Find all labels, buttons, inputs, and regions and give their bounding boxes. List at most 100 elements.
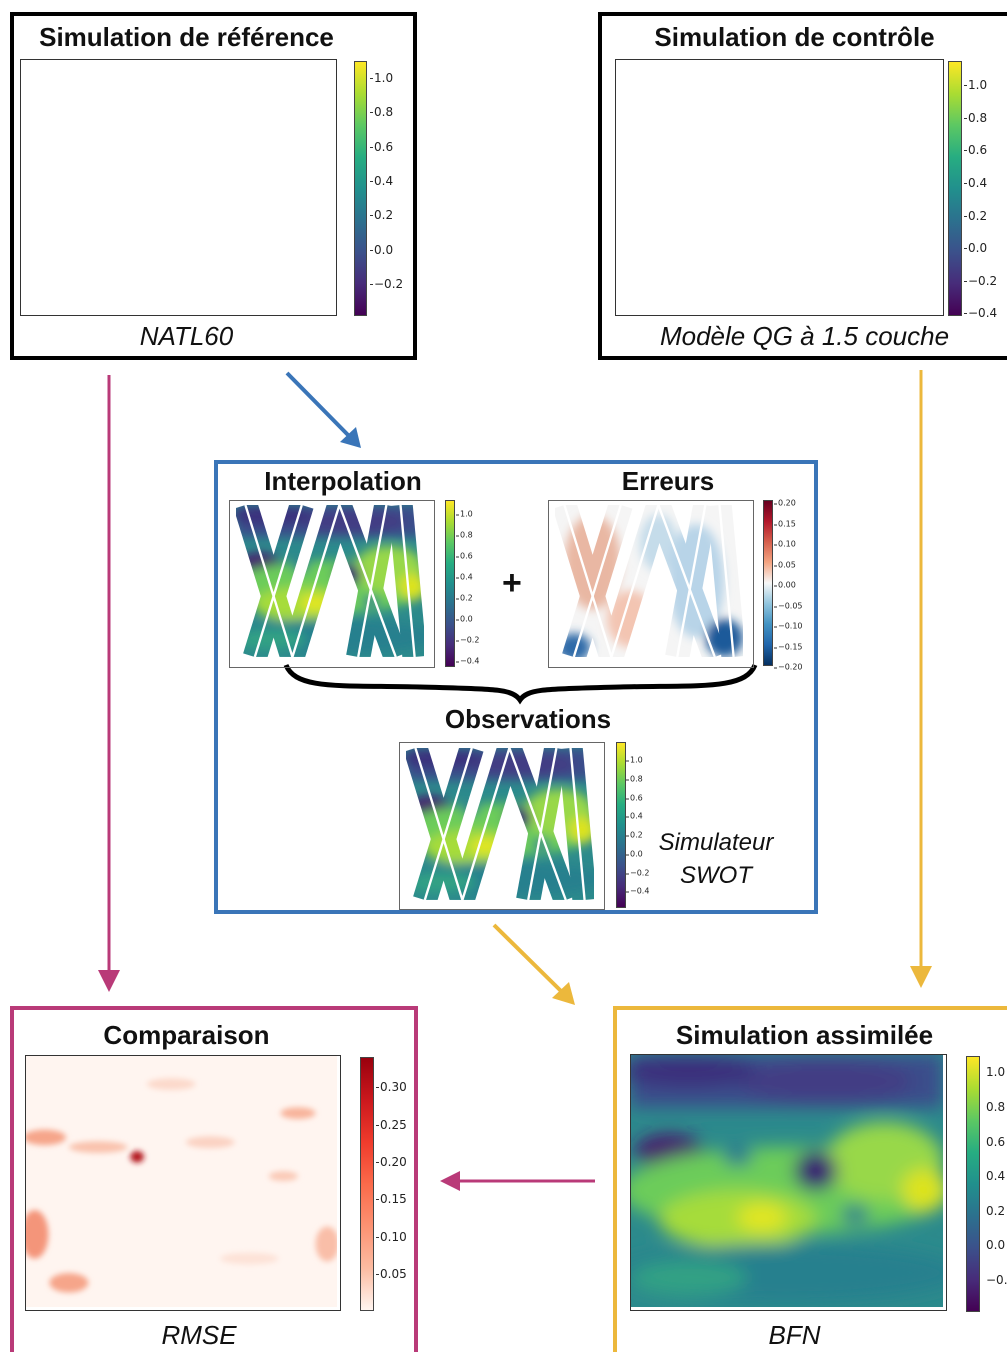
tick: 0.20 [376, 1155, 407, 1169]
plus-sign: + [502, 564, 522, 602]
control-colorbar-ticks: 1.0 0.8 0.6 0.4 0.2 0.0 −0.2 −0.4 [963, 61, 1007, 321]
interpolation-colorbar-ticks: 1.0 0.8 0.6 0.4 0.2 0.0 −0.2 −0.4 [455, 500, 490, 667]
tick: 0.0 [986, 1238, 1006, 1252]
tick: 1.0 [456, 509, 473, 519]
comparison-panel: Comparaison 0.30 0.25 0.20 0.15 0.10 0.0… [10, 1006, 418, 1352]
tick: 1.0 [369, 71, 394, 85]
reference-simulation-panel: Simulation de référence 1.0 0.8 0.6 0.4 … [10, 12, 417, 360]
comparison-subtitle: RMSE [161, 1320, 237, 1350]
tick: 0.6 [626, 793, 643, 803]
tick: −0.2 [963, 274, 998, 288]
control-simulation-panel: Simulation de contrôle 1.0 0.8 0.6 0.4 0… [598, 12, 1007, 360]
tick: 0.4 [963, 176, 988, 190]
comparison-colorbar [360, 1057, 374, 1311]
control-subtitle: Modèle QG à 1.5 couche [659, 321, 950, 351]
assimilated-title: Simulation assimilée [675, 1020, 934, 1050]
tick: 0.2 [456, 593, 473, 603]
tick: 0.8 [986, 1100, 1006, 1114]
tick: 0.0 [626, 849, 643, 859]
tick: 0.4 [456, 572, 473, 582]
assimilated-map-frame [630, 1054, 947, 1311]
tick: 0.8 [456, 530, 473, 540]
simulator-label-line2: SWOT [680, 862, 752, 889]
tick: 0.0 [963, 241, 988, 255]
observations-title: Observations [444, 704, 612, 734]
tick: 0.10 [774, 539, 796, 549]
assimilated-colorbar [966, 1056, 980, 1312]
tick: 0.4 [986, 1169, 1006, 1183]
tick: −0.4 [455, 656, 480, 666]
errors-colorbar [763, 500, 773, 666]
control-title: Simulation de contrôle [654, 22, 935, 52]
tick: 1.0 [986, 1065, 1006, 1079]
reference-map-frame [20, 59, 337, 316]
assimilated-simulation-panel: Simulation assimilée 1.0 0.8 0.6 0.4 0.2… [613, 1006, 1007, 1352]
observations-brace [283, 663, 758, 705]
tick: 0.8 [369, 105, 394, 119]
observations-colorbar-ticks: 1.0 0.8 0.6 0.4 0.2 0.0 −0.2 −0.4 [625, 742, 660, 908]
control-map-frame [615, 59, 944, 316]
tick: 0.4 [369, 174, 394, 188]
errors-title: Erreurs [621, 466, 715, 496]
observations-map-frame [399, 742, 605, 910]
tick: 0.6 [986, 1135, 1006, 1149]
errors-map-frame [548, 500, 754, 668]
tick: 0.6 [456, 551, 473, 561]
assimilated-colorbar-ticks: 1.0 0.8 0.6 0.4 0.2 0.0 −0.2 [986, 1056, 1007, 1312]
tick: −0.2 [986, 1273, 1007, 1287]
tick: 1.0 [963, 78, 988, 92]
tick: 0.00 [774, 580, 796, 590]
arrow-assimilated-to-comparison [440, 1171, 595, 1191]
tick: −0.2 [625, 868, 650, 878]
tick: 0.8 [626, 774, 643, 784]
assimilated-subtitle: BFN [768, 1320, 821, 1350]
tick: −0.2 [455, 635, 480, 645]
reference-subtitle: NATL60 [139, 321, 234, 351]
tick: −0.2 [369, 277, 404, 291]
tick: −0.15 [774, 642, 803, 652]
tick: 0.30 [376, 1080, 407, 1094]
comparison-map-frame [25, 1055, 341, 1311]
tick: −0.4 [625, 886, 650, 896]
tick: 0.20 [774, 498, 796, 508]
tick: 1.0 [626, 755, 643, 765]
tick: −0.10 [774, 621, 803, 631]
tick: 0.15 [774, 519, 796, 529]
tick: 0.8 [963, 111, 988, 125]
interpolation-map-frame [229, 500, 435, 668]
tick: 0.25 [376, 1118, 407, 1132]
arrow-control-to-assimilated [910, 370, 932, 988]
comparison-title: Comparaison [103, 1020, 270, 1050]
observations-panel: Interpolation Erreurs 1.0 0.8 0.6 0.4 0.… [214, 460, 818, 914]
tick: 0.6 [963, 143, 988, 157]
interpolation-title: Interpolation [264, 466, 422, 496]
errors-colorbar-ticks: 0.20 0.15 0.10 0.05 0.00 −0.05 −0.10 −0.… [774, 498, 808, 672]
tick: 0.2 [963, 209, 988, 223]
tick: 0.6 [369, 140, 394, 154]
tick: 0.10 [376, 1230, 407, 1244]
tick: 0.2 [369, 208, 394, 222]
arrow-observations-to-assimilated [492, 923, 575, 1005]
reference-colorbar [354, 61, 367, 316]
arrow-reference-to-observations [285, 371, 361, 448]
tick: 0.2 [986, 1204, 1006, 1218]
tick: 0.4 [626, 811, 643, 821]
control-colorbar [948, 61, 962, 316]
tick: 0.0 [369, 243, 394, 257]
tick: 0.0 [456, 614, 473, 624]
observations-colorbar [616, 742, 626, 908]
tick: 0.2 [626, 830, 643, 840]
interpolation-colorbar [445, 500, 455, 667]
reference-colorbar-ticks: 1.0 0.8 0.6 0.4 0.2 0.0 −0.2 [369, 61, 414, 316]
tick: 0.15 [376, 1192, 407, 1206]
tick: −0.4 [963, 306, 998, 320]
arrow-reference-to-comparison [98, 375, 120, 992]
reference-title: Simulation de référence [39, 22, 334, 52]
tick: 0.05 [774, 560, 796, 570]
simulator-label-line1: Simulateur [658, 829, 774, 856]
comparison-colorbar-ticks: 0.30 0.25 0.20 0.15 0.10 0.05 [376, 1057, 420, 1311]
tick: 0.05 [376, 1267, 407, 1281]
tick: −0.05 [774, 601, 803, 611]
tick: −0.20 [774, 662, 803, 672]
